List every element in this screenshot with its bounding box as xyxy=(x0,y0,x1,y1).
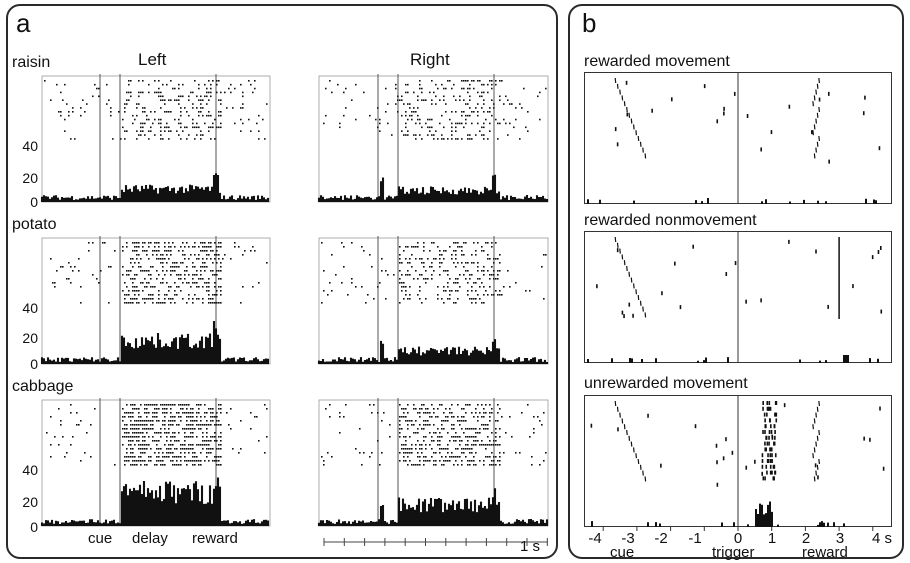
ytick-20-row1: 20 xyxy=(22,170,38,186)
xtick-minus4: -4 xyxy=(588,530,602,547)
xlabel-b-reward: reward xyxy=(802,544,848,561)
title-rewarded-movement: rewarded movement xyxy=(584,53,730,70)
scale-bar-label: 1 s xyxy=(520,538,541,555)
panel-a: a Left Right raisin potato cabbage 40 20… xyxy=(6,4,558,559)
panel-b-label: b xyxy=(582,8,597,38)
raster-histogram-panel-a xyxy=(40,74,549,546)
ytick-20-row3: 20 xyxy=(22,494,38,510)
ytick-40-row1: 40 xyxy=(22,138,38,154)
food-label-cabbage: cabbage xyxy=(12,378,74,395)
xlabel-cue: cue xyxy=(88,530,113,547)
column-label-right: Right xyxy=(410,50,450,69)
xlabel-delay: delay xyxy=(132,530,168,547)
xtick-minus3: -3 xyxy=(621,530,635,547)
ytick-0-row2: 0 xyxy=(30,356,38,372)
ytick-0-row1: 0 xyxy=(30,194,38,210)
food-label-raisin: raisin xyxy=(12,54,51,71)
panel-b: b rewarded movement rewarded nonmovement… xyxy=(568,4,904,561)
ytick-0-row3: 0 xyxy=(30,519,38,535)
xtick-3: 3 xyxy=(835,530,845,547)
raster-histogram-panel-b xyxy=(587,72,885,531)
xlabel-b-cue: cue xyxy=(610,544,635,561)
xtick-1: 1 xyxy=(767,530,777,547)
food-label-potato: potato xyxy=(12,216,57,233)
ytick-20-row2: 20 xyxy=(22,330,38,346)
ytick-40-row2: 40 xyxy=(22,300,38,316)
xtick-minus2: -2 xyxy=(654,530,668,547)
xtick-4s: 4 s xyxy=(871,530,892,547)
xlabel-b-trigger: trigger xyxy=(712,544,755,561)
panel-a-label: a xyxy=(16,8,31,38)
xtick-2: 2 xyxy=(801,530,811,547)
xlabel-reward: reward xyxy=(192,530,238,547)
xtick-0: 0 xyxy=(733,530,743,547)
ytick-40-row3: 40 xyxy=(22,462,38,478)
title-unrewarded-movement: unrewarded movement xyxy=(584,375,748,392)
column-label-left: Left xyxy=(138,50,167,69)
title-rewarded-nonmovement: rewarded nonmovement xyxy=(584,212,757,229)
xtick-minus1: -1 xyxy=(688,530,702,547)
